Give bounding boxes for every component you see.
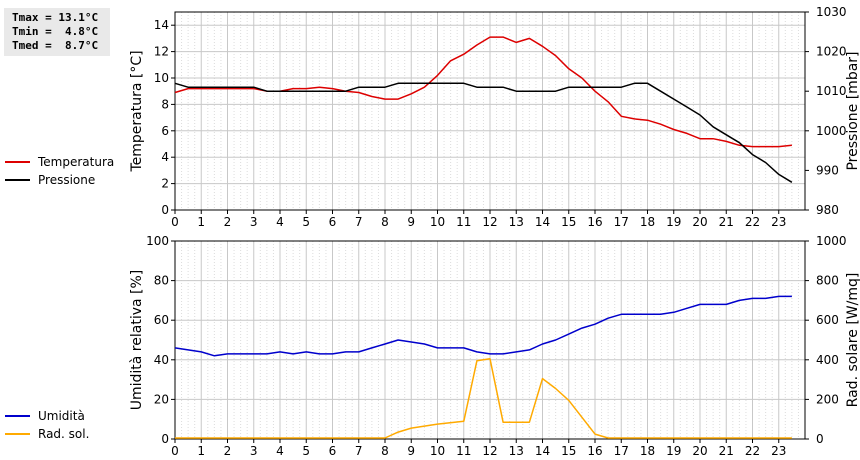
- y-tick-label-left: 6: [161, 124, 169, 138]
- legend-label: Umidità: [38, 409, 85, 423]
- x-tick-label: 17: [614, 215, 629, 229]
- y-tick-label-left: 2: [161, 177, 169, 191]
- y-tick-label-left: 80: [154, 274, 169, 288]
- x-tick-label: 3: [250, 215, 258, 229]
- y-tick-label-left: 12: [154, 45, 169, 59]
- x-tick-label: 15: [561, 215, 576, 229]
- y-tick-label-left: 100: [146, 234, 169, 248]
- x-tick-label: 2: [224, 444, 232, 458]
- y-tick-label-left: 10: [154, 71, 169, 85]
- x-tick-label: 1: [197, 215, 205, 229]
- x-tick-label: 14: [535, 215, 550, 229]
- x-tick-label: 9: [407, 215, 415, 229]
- x-tick-label: 7: [355, 444, 363, 458]
- y-tick-label-right: 600: [816, 313, 839, 327]
- x-tick-label: 5: [302, 444, 310, 458]
- x-tick-label: 20: [692, 215, 707, 229]
- y-tick-label-right: 200: [816, 392, 839, 406]
- y-tick-label-left: 0: [161, 432, 169, 446]
- x-tick-label: 7: [355, 215, 363, 229]
- x-tick-label: 12: [482, 215, 497, 229]
- x-tick-label: 6: [329, 444, 337, 458]
- y-tick-label-right: 1030: [816, 5, 847, 19]
- y-axis-title-left: Temperatura [°C]: [129, 50, 145, 172]
- x-tick-label: 15: [561, 444, 576, 458]
- y-tick-label-left: 0: [161, 203, 169, 217]
- stats-box: Tmax = 13.1°C Tmin = 4.8°C Tmed = 8.7°C: [4, 8, 110, 56]
- y-tick-label-right: 980: [816, 203, 839, 217]
- x-tick-label: 16: [587, 215, 602, 229]
- x-tick-label: 21: [719, 444, 734, 458]
- stats-row-tmin: Tmin = 4.8°C: [12, 25, 99, 38]
- y-tick-label-left: 60: [154, 313, 169, 327]
- x-tick-label: 0: [171, 444, 179, 458]
- y-tick-label-right: 990: [816, 163, 839, 177]
- y-tick-label-right: 1010: [816, 84, 847, 98]
- y-tick-label-right: 400: [816, 353, 839, 367]
- x-tick-label: 3: [250, 444, 258, 458]
- stats-row-tmax: Tmax = 13.1°C: [12, 11, 99, 24]
- x-tick-label: 18: [640, 444, 655, 458]
- y-tick-label-left: 40: [154, 353, 169, 367]
- x-tick-label: 13: [509, 215, 524, 229]
- y-tick-label-right: 1000: [816, 124, 847, 138]
- y-tick-label-right: 1000: [816, 234, 847, 248]
- x-tick-label: 8: [381, 444, 389, 458]
- x-tick-label: 18: [640, 215, 655, 229]
- stats-row-tmed: Tmed = 8.7°C: [12, 39, 99, 52]
- y-tick-label-left: 4: [161, 150, 169, 164]
- y-tick-label-right: 0: [816, 432, 824, 446]
- y-axis-title-right: Pressione [mbar]: [845, 51, 860, 170]
- x-tick-label: 10: [430, 215, 445, 229]
- x-tick-label: 0: [171, 215, 179, 229]
- x-tick-label: 17: [614, 444, 629, 458]
- x-tick-label: 4: [276, 444, 284, 458]
- y-tick-label-left: 8: [161, 97, 169, 111]
- x-tick-label: 22: [745, 215, 760, 229]
- series-line-umidit-: [174, 295, 792, 357]
- y-axis-title-right: Rad. solare [W/mq]: [845, 273, 860, 408]
- x-tick-label: 2: [224, 215, 232, 229]
- x-tick-label: 19: [666, 215, 681, 229]
- x-tick-label: 9: [407, 444, 415, 458]
- x-tick-label: 10: [430, 444, 445, 458]
- x-tick-label: 16: [587, 444, 602, 458]
- x-tick-label: 1: [197, 444, 205, 458]
- x-tick-label: 13: [509, 444, 524, 458]
- x-tick-label: 19: [666, 444, 681, 458]
- y-tick-label-left: 14: [154, 18, 169, 32]
- series-line-rad-sol-: [175, 358, 792, 439]
- x-tick-label: 12: [482, 444, 497, 458]
- x-tick-label: 11: [456, 215, 471, 229]
- x-tick-label: 23: [771, 215, 786, 229]
- x-tick-label: 23: [771, 444, 786, 458]
- x-tick-label: 8: [381, 215, 389, 229]
- x-tick-label: 14: [535, 444, 550, 458]
- x-tick-label: 6: [329, 215, 337, 229]
- y-axis-title-left: Umidità relativa [%]: [129, 270, 145, 411]
- legend-label: Pressione: [38, 173, 95, 187]
- y-tick-label-right: 800: [816, 274, 839, 288]
- legend-label: Rad. sol.: [38, 427, 89, 441]
- x-tick-label: 5: [302, 215, 310, 229]
- legend-label: Temperatura: [37, 155, 114, 169]
- x-tick-label: 11: [456, 444, 471, 458]
- x-tick-label: 4: [276, 215, 284, 229]
- y-tick-label-left: 20: [154, 392, 169, 406]
- x-tick-label: 22: [745, 444, 760, 458]
- x-tick-label: 21: [719, 215, 734, 229]
- y-tick-label-right: 1020: [816, 45, 847, 59]
- series-line-pressione: [174, 82, 793, 183]
- x-tick-label: 20: [692, 444, 707, 458]
